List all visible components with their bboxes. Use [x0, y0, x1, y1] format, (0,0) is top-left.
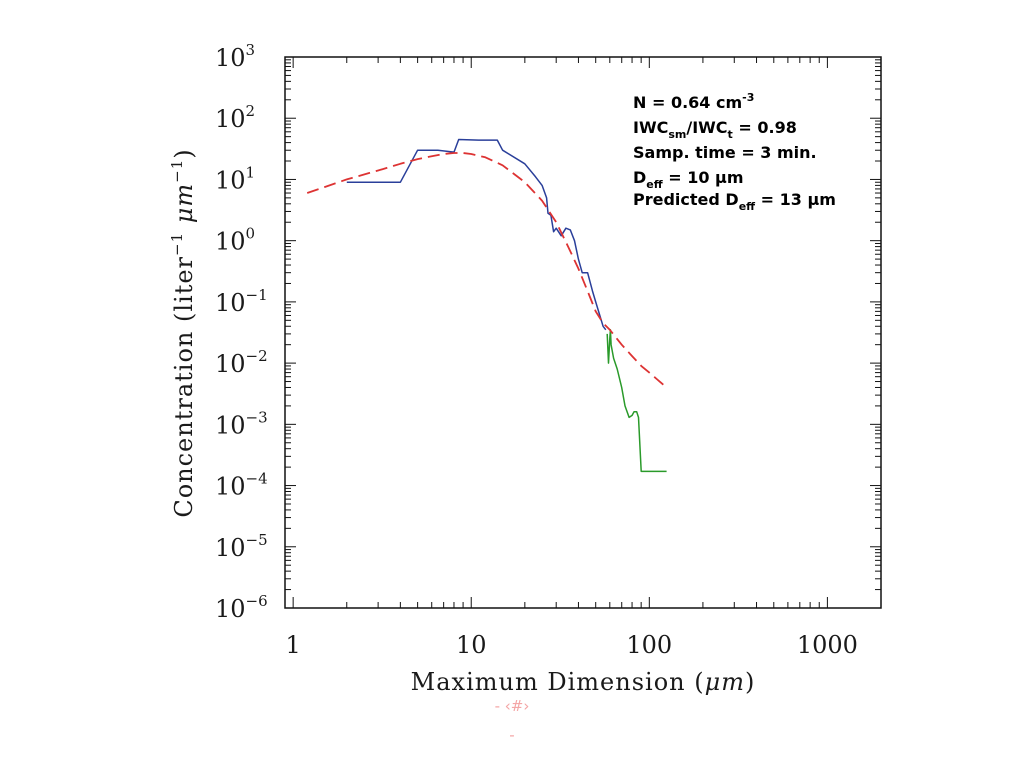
footer-dash: -	[0, 726, 1024, 744]
plot-frame	[285, 57, 881, 608]
annotation-samp-time: Samp. time = 3 min.	[633, 143, 817, 162]
x-tick-label: 1000	[797, 631, 858, 659]
y-tick-label: 103	[215, 41, 255, 72]
x-axis-title: Maximum Dimension (μm)	[411, 668, 756, 696]
y-tick-label: 10−3	[215, 408, 268, 439]
annotation-deff: Deff = 10 μm	[633, 168, 743, 191]
x-tick-label: 1	[286, 631, 301, 659]
y-tick-label: 10−5	[215, 531, 268, 562]
annotation-predicted-deff: Predicted Deff = 13 μm	[633, 190, 836, 213]
y-axis-title: Concentration (liter−1 μm−1)	[168, 148, 198, 517]
y-tick-label: 10−1	[215, 286, 268, 317]
series-group	[307, 140, 666, 472]
y-tick-label: 10−4	[215, 470, 268, 501]
chart: 1 10 100 1000 103 102 101 100 10−1 10−2 10−3 10−4 10…	[0, 0, 1024, 768]
series-line-2	[607, 330, 666, 472]
y-tick-label: 102	[215, 102, 255, 133]
annotation-block: N = 0.64 cm-3 IWCsm/IWCt = 0.98 Samp. ti…	[633, 91, 836, 213]
annotation-n: N = 0.64 cm-3	[633, 91, 754, 112]
y-tick-label: 100	[215, 225, 255, 256]
x-tick-label: 100	[626, 631, 672, 659]
y-tick-label: 10−6	[215, 592, 268, 623]
x-tick-label: 10	[456, 631, 487, 659]
annotation-iwc: IWCsm/IWCt = 0.98	[633, 118, 797, 141]
footer-slide-number: - ‹#›	[0, 697, 1024, 715]
y-tick-label: 10−2	[215, 347, 268, 378]
y-tick-label: 101	[215, 163, 255, 194]
